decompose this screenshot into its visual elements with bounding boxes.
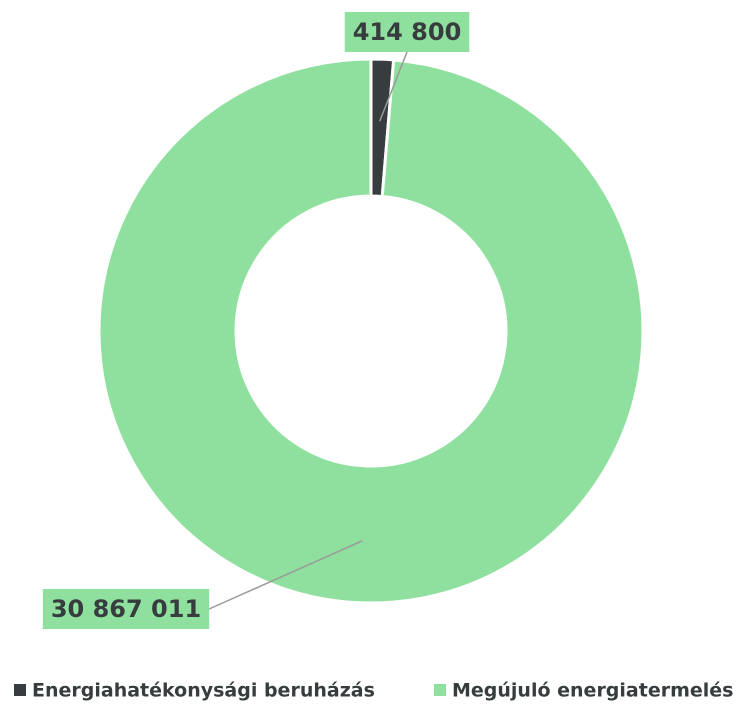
legend-label: Megújuló energiatermelés [452, 680, 733, 702]
label-box [42, 589, 210, 629]
leader-line [208, 540, 363, 610]
data-label: 30 867 011 [42, 540, 363, 629]
value-label: 414 800 [353, 18, 462, 46]
value-label: 30 867 011 [51, 595, 201, 623]
data-label: 414 800 [344, 12, 470, 122]
leader-line [379, 51, 408, 122]
label-box [344, 12, 470, 52]
legend-marker [14, 684, 26, 696]
legend-marker [434, 684, 446, 696]
donut-slice [97, 57, 645, 605]
legend-label: Energiahatékonysági beruházás [32, 680, 375, 702]
